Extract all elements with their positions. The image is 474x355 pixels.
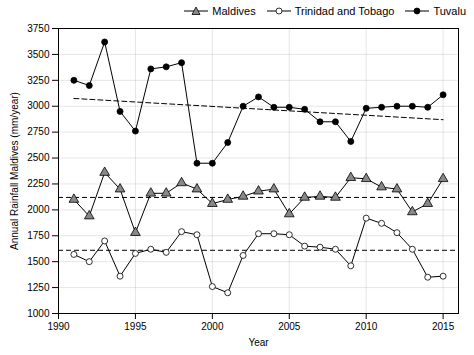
svg-text:1500: 1500	[27, 256, 50, 267]
svg-text:3750: 3750	[27, 23, 50, 34]
svg-text:2015: 2015	[432, 321, 455, 332]
svg-text:2500: 2500	[27, 152, 50, 163]
svg-text:3250: 3250	[27, 75, 50, 86]
html-text:Maldives: Maldives	[212, 4, 256, 17]
svg-text:Annual Rainfall Maldives (mm/y: Annual Rainfall Maldives (mm/year)	[9, 92, 20, 250]
svg-text:1995: 1995	[124, 321, 147, 332]
svg-text:2000: 2000	[201, 321, 224, 332]
svg-text:2750: 2750	[27, 126, 50, 137]
html-text:Trinidad and Tobago: Trinidad and Tobago	[294, 4, 395, 17]
svg-text:3000: 3000	[27, 100, 50, 111]
svg-text:3500: 3500	[27, 49, 50, 60]
svg-text:1990: 1990	[47, 321, 70, 332]
svg-text:1750: 1750	[27, 230, 50, 241]
svg-text:Year: Year	[248, 337, 269, 348]
svg-text:1000: 1000	[27, 308, 50, 319]
svg-text:2250: 2250	[27, 178, 50, 189]
svg-text:2000: 2000	[27, 204, 50, 215]
svg-text:2010: 2010	[355, 321, 378, 332]
svg-text:2005: 2005	[278, 321, 301, 332]
html-text:Tuvalu: Tuvalu	[433, 4, 466, 17]
svg-text:1250: 1250	[27, 282, 50, 293]
